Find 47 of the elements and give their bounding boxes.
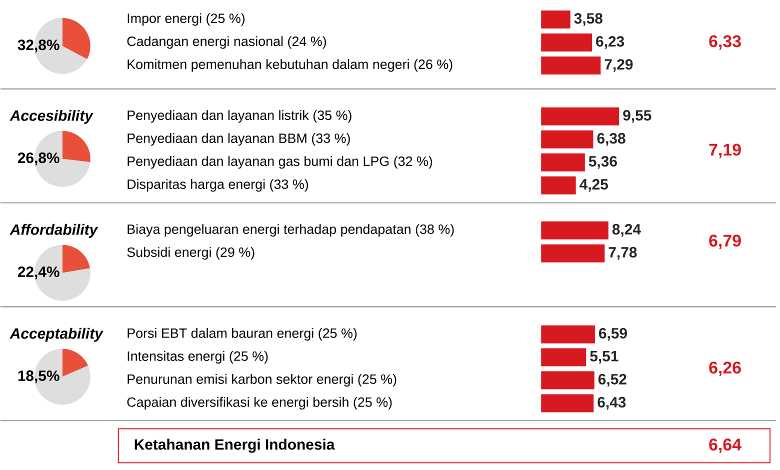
category-label: Penyediaan dan layanan listrik (35 %) [128,110,352,123]
chart-title: Accesibility [10,110,94,124]
data-label: 6,38 [597,133,626,146]
data-label: 3,58 [574,13,602,26]
category-label: Komitmen pemenuhan kebutuhan dalam negeri (26 %) [128,59,452,72]
category-label: Capaian diversifikasi ke energi bersih (25 %) [127,397,392,410]
text: 6,33 [709,35,741,50]
chart-title: Affordability [10,224,98,238]
data-label: 9,55 [623,110,652,123]
data-label: 6,52 [598,374,626,387]
bar [541,348,586,366]
bar [541,371,594,390]
text: 6,79 [709,234,741,250]
data-label: 7,78 [608,247,637,260]
data-label: 6,43 [598,397,626,410]
data-label: 4,25 [580,179,608,192]
data-label: 5,36 [588,156,617,169]
data-label: 7,29 [604,59,633,72]
data-label: 6,59 [599,328,627,341]
category-label: Impor energi (25 %) [128,13,245,26]
bar [541,108,620,126]
text: Ketahanan Energi Indonesia [134,438,335,453]
category-label: Disparitas harga energi (33 %) [128,179,308,192]
bar [541,130,594,149]
chart-title: Acceptability [10,328,104,342]
category-label: Porsi EBT dalam bauran energi (25 %) [128,328,357,341]
data-label: 6,23 [596,36,624,49]
data-label: 5,51 [590,351,618,364]
text: 7,19 [709,144,741,158]
category-label: Biaya pengeluaran energi terhadap pendapatan (38 %) [128,224,454,237]
category-label: Penyediaan dan layanan gas bumi dan LPG (32 %) [128,156,432,169]
bar [541,176,576,195]
data-label: 8,24 [612,224,641,237]
category-label: Subsidi energi (29 %) [127,247,254,260]
category-label: Penyediaan dan layanan BBM (33 %) [128,133,350,146]
category-label: Intensitas energi (25 %) [128,351,268,364]
text: 22,4% [18,266,60,280]
text: 32,8% [18,40,60,52]
bar [541,154,585,172]
bar [541,394,594,412]
text: 26,8% [18,152,60,166]
text: 6,26 [709,362,741,376]
bar [541,325,595,344]
text: 18,5% [18,370,60,384]
text: 6,64 [709,438,742,454]
category-label: Cadangan energi nasional (24 %) [127,36,326,49]
category-label: Penurunan emisi karbon sektor energi (25 %) [128,374,396,387]
